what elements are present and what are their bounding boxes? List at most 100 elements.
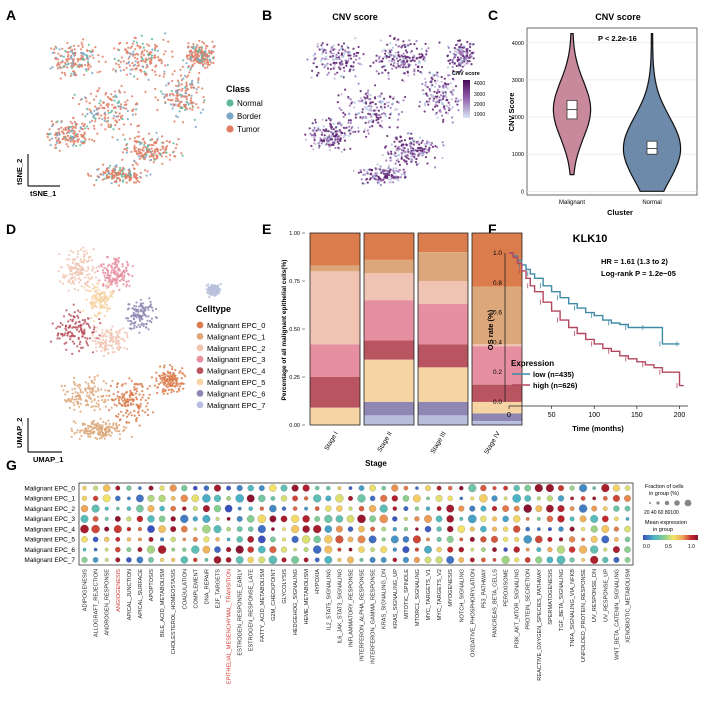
cell-point [386,43,389,46]
cell-point [65,143,68,146]
cell-point [131,53,135,56]
cell-point [442,86,445,89]
cell-point [120,84,123,88]
cell-point [57,131,61,134]
cell-point [128,168,131,171]
dotplot-dot [625,517,630,521]
cell-point [81,122,84,125]
cell-point [70,66,74,69]
dotplot-dot [557,545,565,554]
dotplot-column-label: PROTEIN_SECRETION [526,569,532,630]
cell-point [139,298,143,301]
cell-point [418,136,422,139]
cell-point [97,292,101,296]
tsne-x-label: tSNE_1 [30,189,56,198]
cell-point [337,142,340,145]
cell-point [63,342,66,345]
dotplot-dot [92,495,99,502]
cell-point [460,62,463,65]
dotplot-dot [501,555,510,564]
cell-point [144,399,147,402]
cell-point [418,53,421,56]
cell-point [128,327,131,330]
cell-point [148,385,151,388]
cell-point [435,146,439,149]
cell-point [403,172,406,175]
cell-point [103,266,106,269]
cell-point [442,84,445,87]
cell-point [383,97,386,100]
cell-point [468,60,471,63]
violin-y-tick: 0 [521,189,524,195]
cell-point [122,425,125,428]
cell-point [129,68,132,71]
panel-e-stacked-bar: Percentage of all malignant epithelial c… [281,231,523,468]
cell-point [329,55,332,58]
dotplot-dot [104,516,109,521]
cell-point [315,129,318,132]
cell-point [390,152,393,155]
dotplot-dot [115,537,121,542]
cell-point [81,45,84,49]
violin-box [646,140,658,155]
cell-point [50,124,54,128]
cell-point [339,129,342,132]
cell-point [457,109,460,112]
cell-point [365,135,368,138]
cell-point [176,79,180,82]
dotplot-dot [491,535,499,543]
cell-point [336,138,340,141]
cell-point [357,82,360,85]
cell-point [90,92,93,95]
cell-point [143,49,146,52]
cell-point [92,267,95,270]
cell-point [96,89,100,92]
dotplot-dot [570,496,574,501]
violin-y-tick: 1000 [512,152,524,158]
cell-point [418,61,422,64]
cell-point [118,429,121,433]
cell-point [470,63,473,66]
dotplot-dot [126,506,132,511]
cell-point [313,126,316,129]
tsne-class-scatter [46,32,216,187]
cell-point [154,307,158,311]
legend-label-celltype: Malignant EPC_6 [207,389,265,398]
cell-point [73,335,76,338]
dotplot-dot [403,527,408,532]
cell-point [212,284,215,287]
cell-point [96,437,99,441]
dotplot-column-label: MYC_TARGETS_V2 [437,569,443,621]
cell-point [163,364,166,367]
dotplot-dot [612,484,620,492]
dotplot-dot [159,505,165,512]
cell-point [457,50,460,54]
dotplot-dot [469,526,475,532]
cell-point [132,311,135,314]
dotplot-dot [568,536,576,543]
km-curve [509,252,684,387]
cell-point [190,97,193,100]
dotplot-dot [104,558,109,562]
cell-point [146,319,149,322]
cell-point [380,92,383,95]
dotplot-column-label: EPITHELIAL_MESENCHYMAL_TRANSITION [227,569,233,684]
stage-bar-outline [417,232,469,426]
cell-point [61,282,64,285]
cell-point [369,113,372,116]
cell-point [87,127,90,130]
cell-point [165,378,168,381]
cell-point [48,133,51,136]
cell-point [418,105,421,108]
cell-point [93,109,96,112]
cell-point [146,306,149,309]
dotplot-dot [424,545,432,554]
cell-point [127,46,130,49]
cell-point [113,47,116,50]
dotplot-dot [336,505,343,512]
cell-point [110,98,113,101]
cell-point [125,260,129,263]
cell-point [61,333,64,336]
cell-point [387,101,391,104]
